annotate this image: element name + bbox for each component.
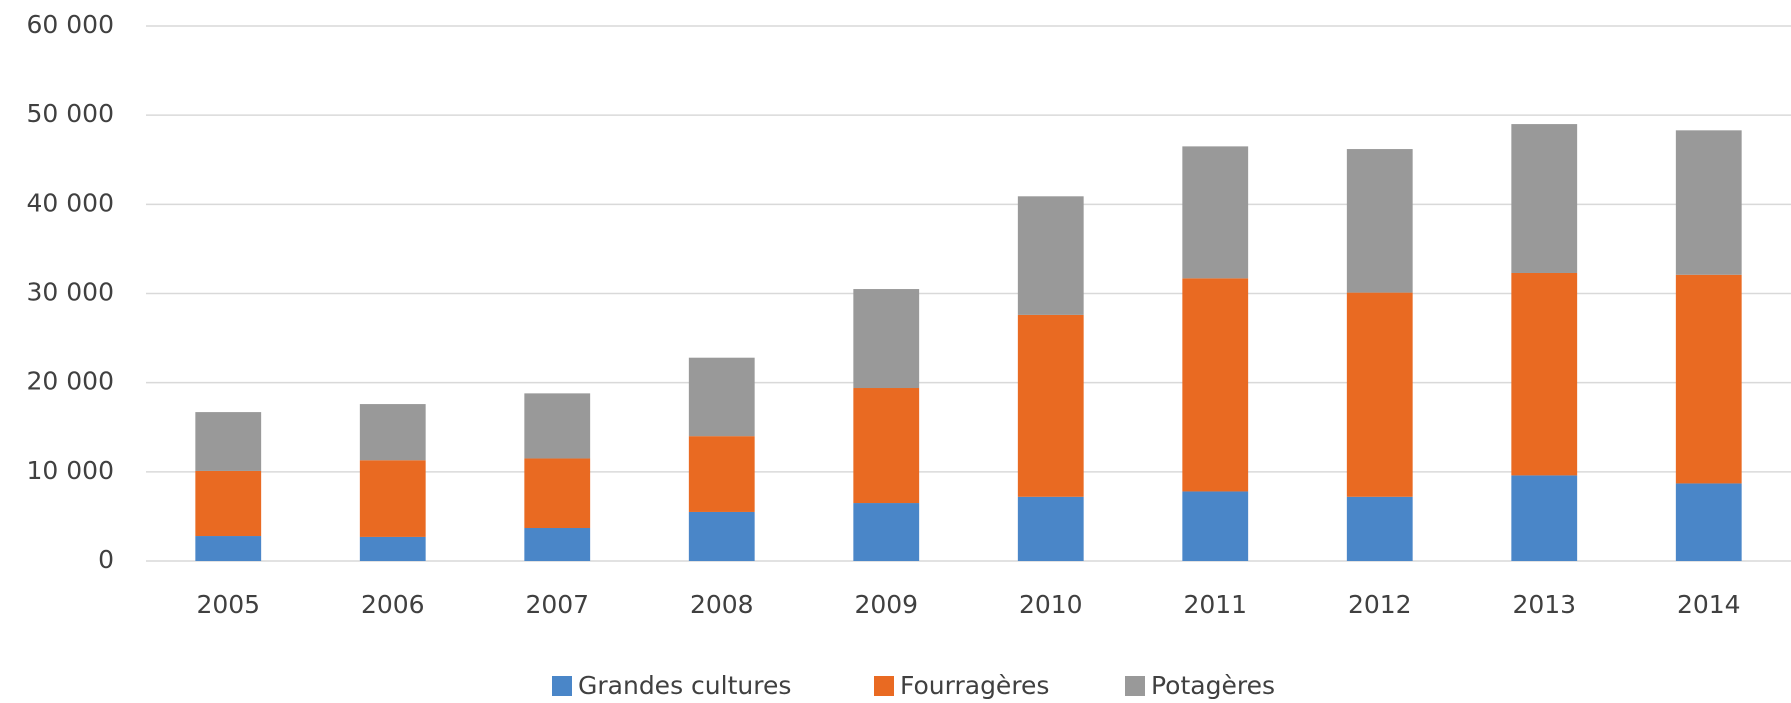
y-tick-label: 50 000 xyxy=(27,99,114,128)
y-tick-label: 40 000 xyxy=(27,188,114,217)
bar-segment xyxy=(853,503,920,561)
bar-segment xyxy=(195,412,262,471)
y-tick-label: 60 000 xyxy=(27,10,114,39)
y-tick-label: 30 000 xyxy=(27,278,114,307)
bar-segment xyxy=(524,528,591,561)
x-tick-label: 2008 xyxy=(690,590,754,619)
x-tick-label: 2011 xyxy=(1183,590,1247,619)
bar-segment xyxy=(359,460,426,537)
legend-label: Grandes cultures xyxy=(578,671,791,700)
bar-segment xyxy=(1182,146,1249,279)
bar-segment xyxy=(688,511,755,561)
x-tick-label: 2012 xyxy=(1348,590,1412,619)
x-tick-label: 2005 xyxy=(196,590,260,619)
x-tick-label: 2010 xyxy=(1019,590,1083,619)
bar-segment xyxy=(524,393,591,459)
x-tick-label: 2006 xyxy=(361,590,425,619)
y-tick-label: 0 xyxy=(98,545,114,574)
y-tick-label: 10 000 xyxy=(27,456,114,485)
bar-segment xyxy=(1511,475,1578,561)
bar-segment xyxy=(1346,496,1413,561)
bar-segment xyxy=(1017,496,1084,561)
y-tick-label: 20 000 xyxy=(27,367,114,396)
bar-segment xyxy=(1346,292,1413,497)
bar-segment xyxy=(1017,314,1084,497)
bar-segment xyxy=(1675,483,1742,561)
bar-segment xyxy=(1017,196,1084,315)
bar-segment xyxy=(1675,130,1742,275)
bar-segment xyxy=(853,388,920,504)
bar-segment xyxy=(359,404,426,461)
bar-segment xyxy=(524,458,591,529)
legend-swatch xyxy=(874,676,894,696)
x-tick-label: 2013 xyxy=(1512,590,1576,619)
bar-segment xyxy=(1675,274,1742,484)
bar-segment xyxy=(1182,491,1249,561)
bar-segment xyxy=(853,289,920,389)
bar-segment xyxy=(688,436,755,512)
bar-segment xyxy=(1346,149,1413,293)
bar-segment xyxy=(1511,272,1578,476)
legend-swatch xyxy=(1125,676,1145,696)
bar-segment xyxy=(1511,124,1578,273)
x-tick-label: 2014 xyxy=(1677,590,1741,619)
legend-label: Fourragères xyxy=(900,671,1049,700)
bar-segment xyxy=(1182,278,1249,492)
x-tick-label: 2009 xyxy=(854,590,918,619)
bar-segment xyxy=(688,357,755,437)
bar-segment xyxy=(195,470,262,537)
bar-segment xyxy=(195,536,262,561)
legend-swatch xyxy=(552,676,572,696)
bar-segment xyxy=(359,536,426,561)
legend-label: Potagères xyxy=(1151,671,1275,700)
x-tick-label: 2007 xyxy=(525,590,589,619)
